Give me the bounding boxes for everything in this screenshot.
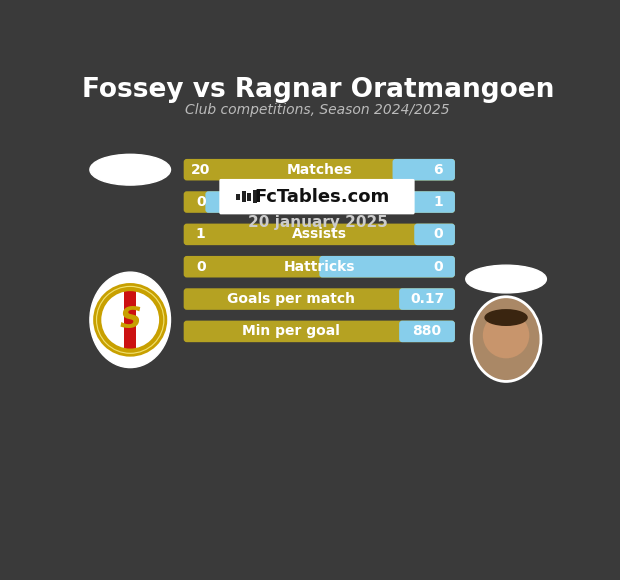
FancyBboxPatch shape [184, 191, 455, 213]
FancyBboxPatch shape [184, 256, 455, 277]
Text: 0: 0 [433, 260, 443, 274]
Text: 1: 1 [196, 227, 206, 241]
Circle shape [94, 284, 166, 356]
Text: Min per goal: Min per goal [242, 324, 340, 338]
FancyBboxPatch shape [399, 321, 455, 342]
Text: 6: 6 [433, 163, 443, 177]
Bar [236, 194, 241, 200]
Ellipse shape [466, 265, 546, 293]
Text: Goals: Goals [298, 195, 341, 209]
Text: FcTables.com: FcTables.com [254, 188, 389, 206]
FancyBboxPatch shape [219, 179, 415, 215]
Text: 880: 880 [412, 324, 441, 338]
FancyBboxPatch shape [184, 321, 455, 342]
Text: 0: 0 [196, 260, 206, 274]
FancyBboxPatch shape [205, 191, 455, 213]
Ellipse shape [90, 154, 170, 185]
Bar [247, 193, 251, 201]
Text: Assists: Assists [292, 227, 347, 241]
Text: 20 january 2025: 20 january 2025 [248, 215, 388, 230]
FancyBboxPatch shape [184, 224, 455, 245]
Ellipse shape [471, 297, 541, 382]
FancyBboxPatch shape [319, 256, 455, 277]
Text: 20: 20 [191, 163, 210, 177]
Bar [253, 190, 257, 203]
Bar [242, 191, 246, 202]
FancyBboxPatch shape [414, 224, 455, 245]
Ellipse shape [484, 309, 528, 326]
FancyBboxPatch shape [184, 159, 455, 180]
FancyBboxPatch shape [184, 288, 455, 310]
Text: Hattricks: Hattricks [283, 260, 355, 274]
Text: 0.17: 0.17 [410, 292, 444, 306]
Circle shape [483, 312, 529, 358]
FancyBboxPatch shape [392, 159, 455, 180]
Text: Goals per match: Goals per match [228, 292, 355, 306]
Bar [124, 291, 136, 349]
Circle shape [99, 289, 161, 351]
Text: Fossey vs Ragnar Oratmangoen: Fossey vs Ragnar Oratmangoen [82, 77, 554, 103]
Ellipse shape [90, 272, 170, 368]
Text: Matches: Matches [286, 163, 352, 177]
Text: 0: 0 [433, 227, 443, 241]
Text: 0: 0 [196, 195, 206, 209]
FancyBboxPatch shape [399, 288, 455, 310]
Text: Club competitions, Season 2024/2025: Club competitions, Season 2024/2025 [185, 103, 450, 117]
Text: 1: 1 [433, 195, 443, 209]
Text: S: S [119, 305, 141, 334]
